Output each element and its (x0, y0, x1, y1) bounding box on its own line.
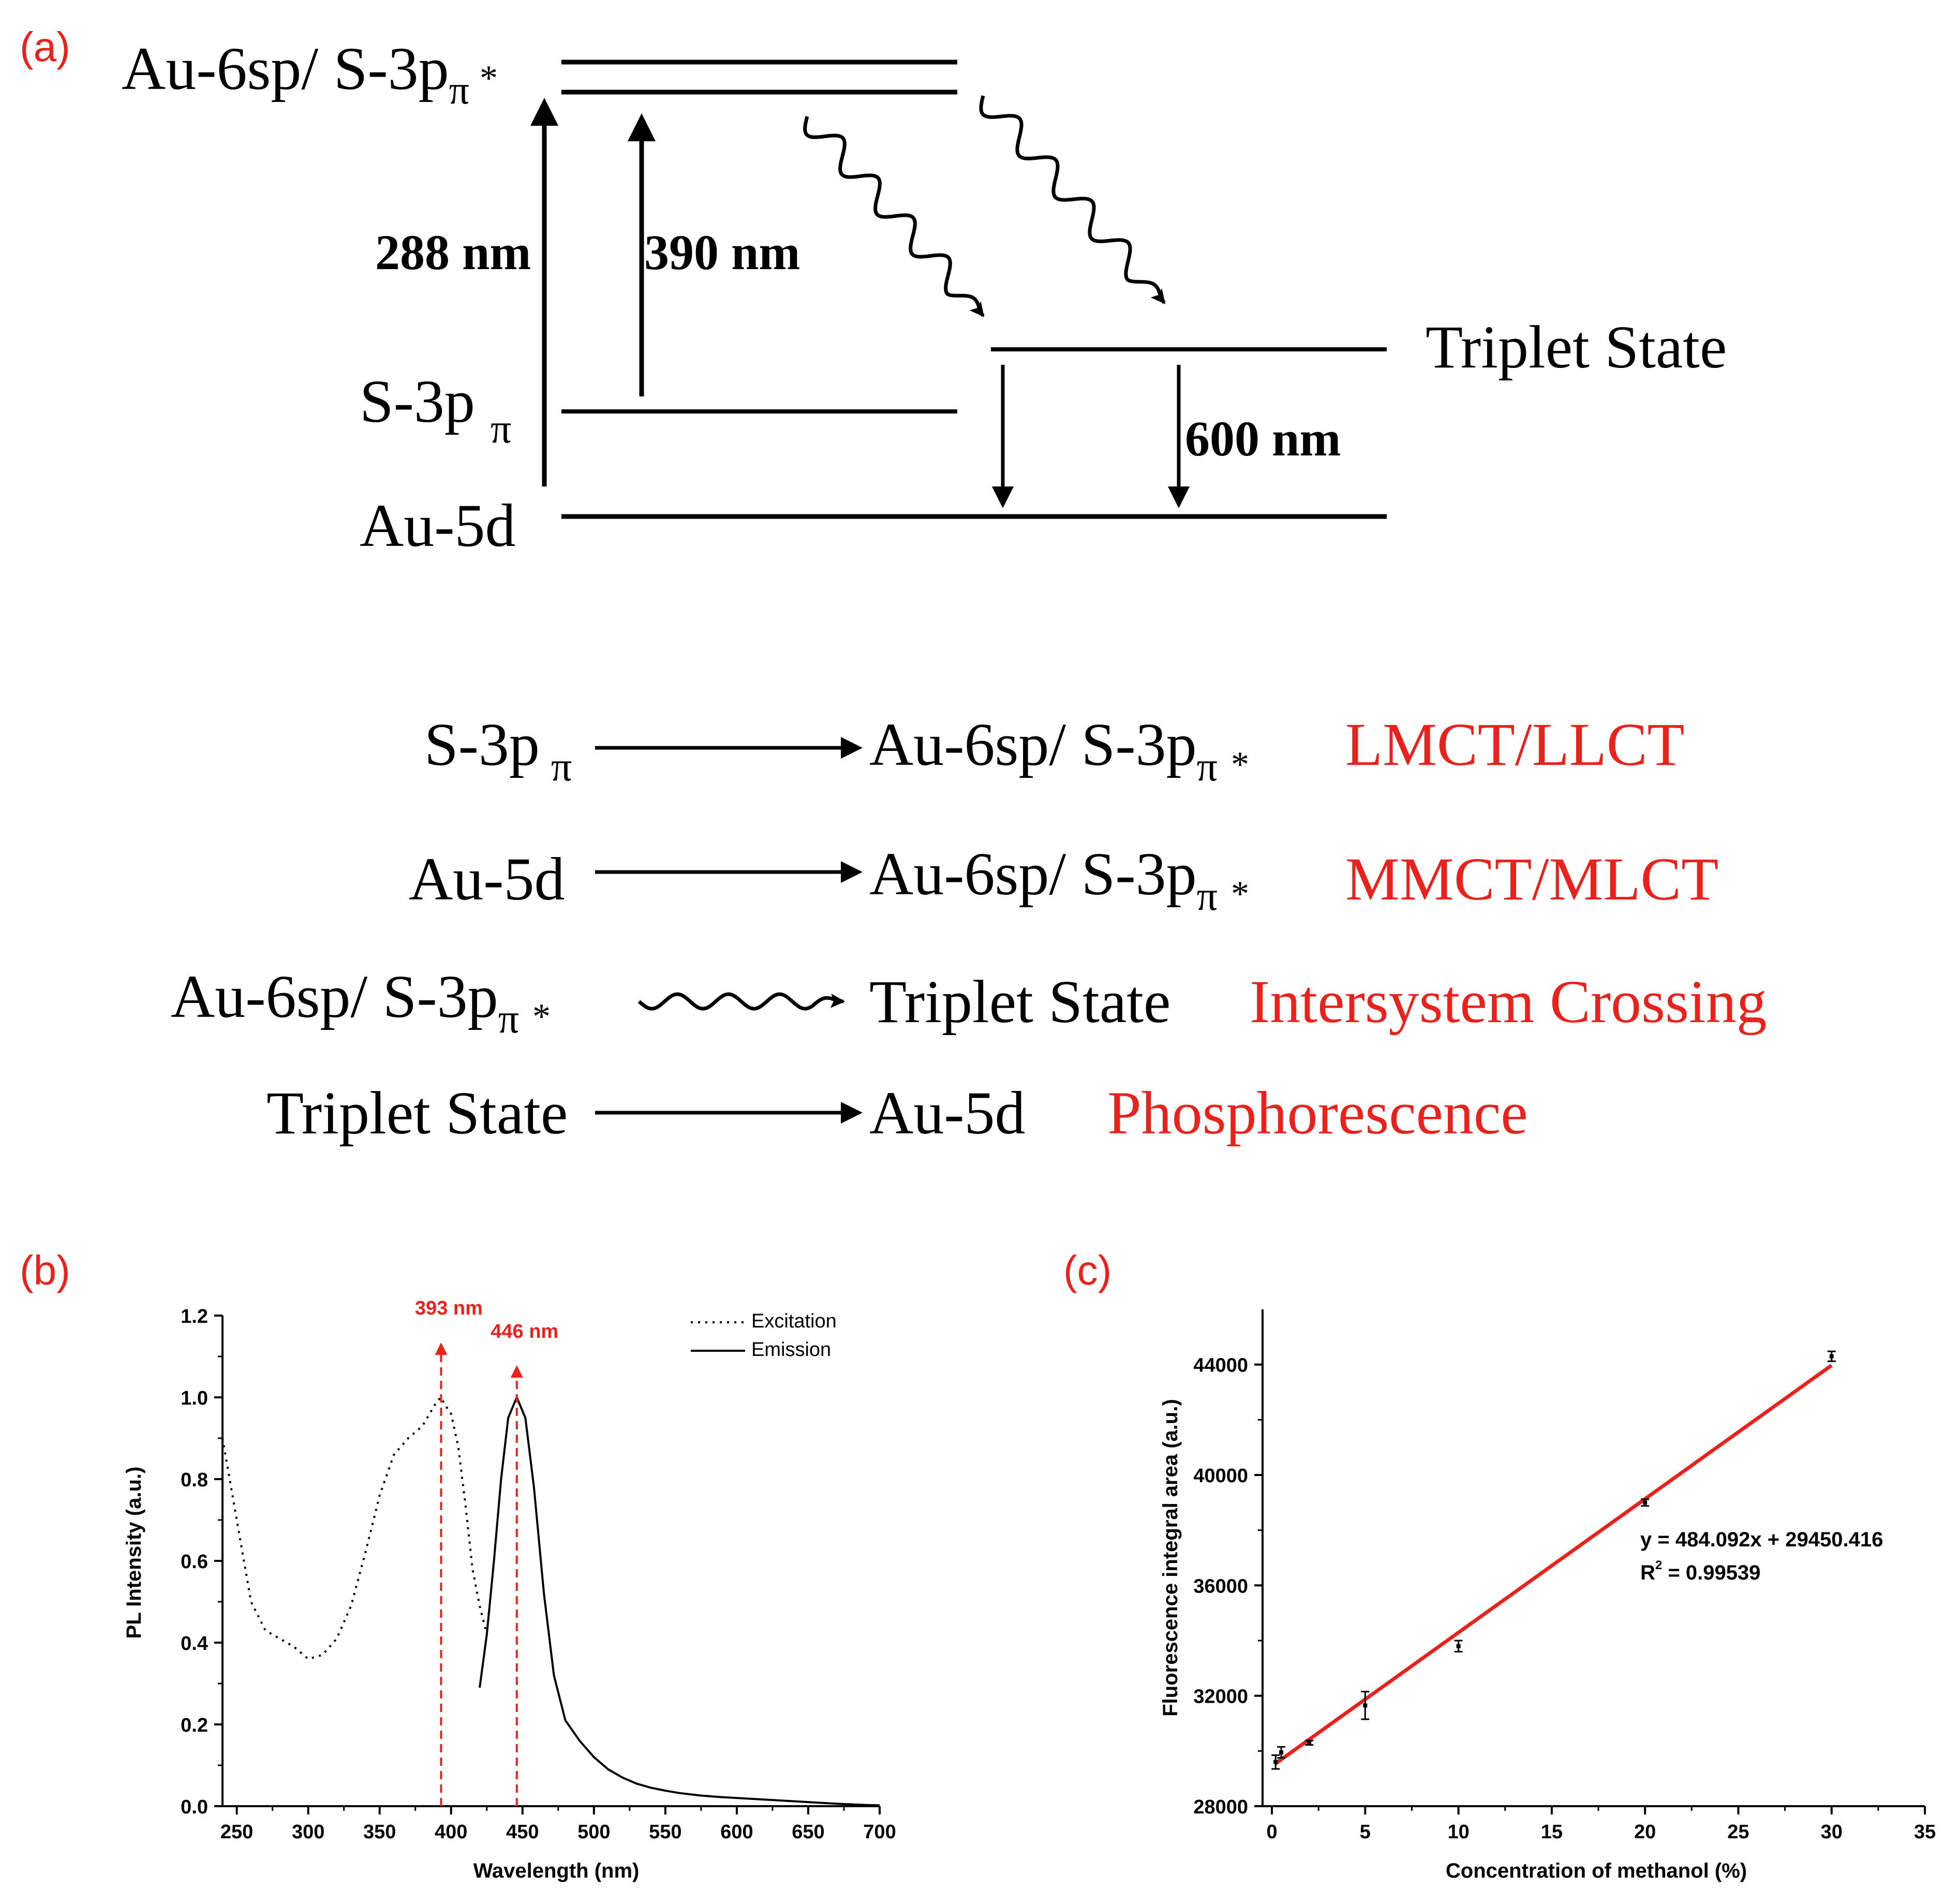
c-xtick-label: 25 (1727, 1821, 1749, 1843)
b-xtick-label: 250 (220, 1821, 253, 1843)
c-ytick-label: 32000 (1193, 1686, 1248, 1708)
b-xtick-label: 650 (792, 1821, 824, 1843)
panel-c: (c) 28000 32000 36000 40000 44000 0 5 10 15 20 25 3… (1063, 1247, 1936, 1882)
label-600: 600 nm (1185, 411, 1341, 466)
c-xtick-label: 35 (1914, 1821, 1936, 1843)
c-xtick-label: 0 (1266, 1821, 1277, 1843)
svg-text:S-3pπ: S-3p π (424, 711, 572, 790)
label-excited: Au-6sp/ S-3pπ * (122, 35, 498, 112)
c-data-point (1361, 1691, 1370, 1720)
panel-a: (a) Au-6sp/ S-3pπ * S-3p π Au-5d Triplet S… (20, 24, 1767, 1147)
fit-r2: R2 = 0.99539 (1640, 1558, 1760, 1584)
c-xtick-label: 15 (1541, 1821, 1563, 1843)
c-data-point (1454, 1640, 1463, 1652)
b-xtick-label: 600 (720, 1821, 753, 1843)
panel-b-legend: Excitation Emission (691, 1310, 837, 1361)
svg-text:Au-5d: Au-5d (409, 845, 565, 913)
panel-b-annotations: 393 nm 446 nm (415, 1297, 558, 1806)
c-ytick-label: 36000 (1193, 1575, 1248, 1597)
c-xtick-label: 5 (1360, 1821, 1371, 1843)
svg-text:Au-6sp/ S-3pπ*: Au-6sp/ S-3pπ * (869, 840, 1249, 919)
c-ytick-label: 40000 (1193, 1465, 1248, 1487)
label-s3p: S-3p π (360, 367, 511, 452)
row-3-name: Intersystem Crossing (1250, 968, 1767, 1036)
wavy-arrow-isc-2 (979, 95, 1166, 304)
panel-c-ylabel: Fluorescence integral area (a.u.) (1159, 1399, 1182, 1717)
svg-text:Triplet State: Triplet State (266, 1079, 568, 1147)
c-ytick-label: 28000 (1193, 1796, 1248, 1818)
panel-b-axes: 0.0 0.2 0.4 0.6 0.8 1.0 1.2 250 300 350 400 450 500 5… (181, 1306, 896, 1843)
svg-text:Au-6sp/ S-3pπ*: Au-6sp/ S-3pπ * (171, 963, 551, 1042)
c-data-point (1827, 1350, 1836, 1362)
panel-c-xlabel: Concentration of methanol (%) (1446, 1859, 1747, 1882)
legend-emission-label: Emission (751, 1339, 831, 1361)
b-ytick-label: 0.2 (181, 1715, 208, 1736)
panel-b-label: (b) (20, 1247, 70, 1293)
c-ytick-label: 44000 (1193, 1355, 1248, 1377)
b-ytick-label: 0.0 (181, 1796, 208, 1818)
c-xtick-label: 30 (1821, 1821, 1843, 1843)
c-xtick-label: 20 (1634, 1821, 1656, 1843)
svg-text:Triplet State: Triplet State (869, 968, 1170, 1036)
b-ytick-label: 1.0 (181, 1388, 208, 1409)
b-series-emission-line (479, 1396, 880, 1807)
label-288: 288 nm (375, 225, 531, 280)
panel-b: (b) 0.0 0.2 0.4 0.6 0.8 1.0 1.2 250 300 350 400 450… (20, 1247, 896, 1882)
b-annotation-label: 446 nm (491, 1321, 558, 1342)
label-390: 390 nm (644, 225, 800, 280)
panel-b-ylabel: PL Intensity (a.u.) (123, 1467, 145, 1639)
b-xtick-label: 350 (363, 1821, 396, 1843)
fit-equation: y = 484.092x + 29450.416 (1640, 1528, 1883, 1551)
transition-row-4: Triplet State Au-5d Phosphorescence (266, 1079, 1528, 1147)
c-data-point (1277, 1746, 1286, 1759)
b-xtick-label: 450 (506, 1821, 539, 1843)
svg-text:Au-6sp/ S-3pπ*: Au-6sp/ S-3pπ * (869, 711, 1249, 790)
b-xtick-label: 500 (577, 1821, 610, 1843)
b-xtick-label: 550 (649, 1821, 681, 1843)
row-3-wavy-arrow (637, 992, 846, 1011)
b-xtick-label: 300 (292, 1821, 324, 1843)
b-series-excitation-line (221, 1396, 488, 1660)
label-au5d: Au-5d (360, 492, 516, 559)
b-ytick-label: 0.6 (181, 1551, 208, 1573)
transition-row-2: Au-5d Au-6sp/ S-3pπ * MMCT/MLCT (409, 840, 1718, 919)
panel-c-axes: 28000 32000 36000 40000 44000 0 5 10 15 20 25 30 35 (1193, 1309, 1936, 1843)
legend-excitation-label: Excitation (751, 1310, 837, 1332)
svg-text:Au-5d: Au-5d (869, 1079, 1026, 1147)
c-xtick-label: 10 (1447, 1821, 1469, 1843)
transition-row-3: Au-6sp/ S-3pπ * Triplet State Intersystem… (171, 963, 1767, 1042)
b-ytick-label: 0.8 (181, 1469, 208, 1491)
b-xtick-label: 700 (863, 1821, 896, 1843)
label-triplet: Triplet State (1426, 313, 1727, 381)
row-1-name: LMCT/LLCT (1345, 711, 1685, 778)
b-ytick-label: 1.2 (181, 1306, 208, 1327)
row-2-name: MMCT/MLCT (1345, 845, 1718, 913)
panel-a-label: (a) (20, 24, 70, 70)
c-fit-line (1274, 1364, 1833, 1765)
wavy-arrow-isc-1 (803, 116, 985, 317)
transition-row-1: S-3p π Au-6sp/ S-3pπ * LMCT/LLCT (424, 711, 1685, 790)
panel-b-xlabel: Wavelength (nm) (473, 1859, 640, 1882)
c-data-point (1305, 1739, 1314, 1746)
b-ytick-label: 0.4 (181, 1633, 208, 1655)
panel-b-series (221, 1396, 880, 1807)
row-4-name: Phosphorescence (1107, 1079, 1528, 1147)
panel-c-label: (c) (1063, 1247, 1111, 1293)
panel-c-series (1271, 1350, 1836, 1770)
c-data-point (1641, 1498, 1650, 1507)
b-xtick-label: 400 (435, 1821, 467, 1843)
b-annotation-label: 393 nm (415, 1297, 483, 1319)
c-data-point (1271, 1754, 1280, 1770)
